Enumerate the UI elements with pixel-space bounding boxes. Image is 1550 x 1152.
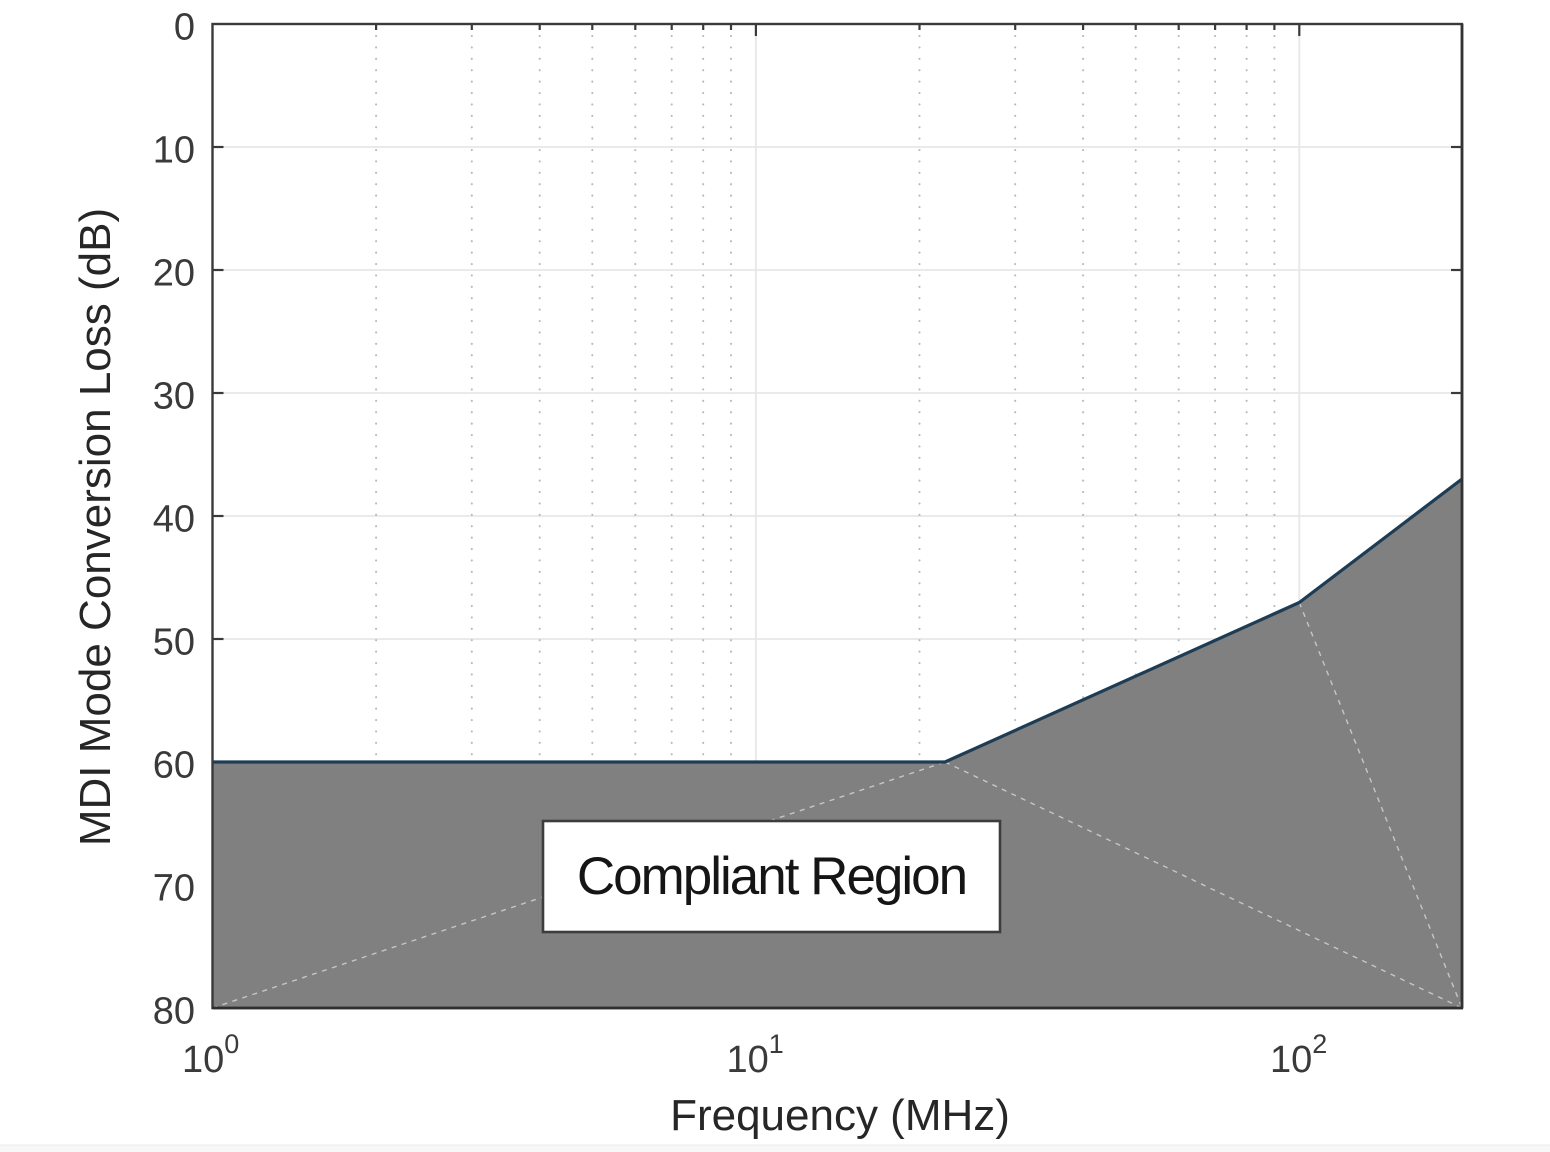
svg-text:30: 30 (153, 376, 195, 418)
svg-text:60: 60 (153, 745, 195, 787)
svg-text:50: 50 (153, 622, 195, 664)
svg-text:Frequency (MHz): Frequency (MHz) (670, 1091, 1010, 1140)
svg-text:40: 40 (153, 499, 195, 541)
svg-text:80: 80 (153, 991, 195, 1033)
svg-text:Compliant Region: Compliant Region (577, 847, 966, 906)
svg-text:10: 10 (153, 130, 195, 172)
svg-text:MDI Mode Conversion Loss (dB): MDI Mode Conversion Loss (dB) (71, 208, 120, 846)
svg-text:0: 0 (174, 7, 195, 49)
svg-text:70: 70 (153, 868, 195, 910)
svg-text:20: 20 (153, 253, 195, 295)
